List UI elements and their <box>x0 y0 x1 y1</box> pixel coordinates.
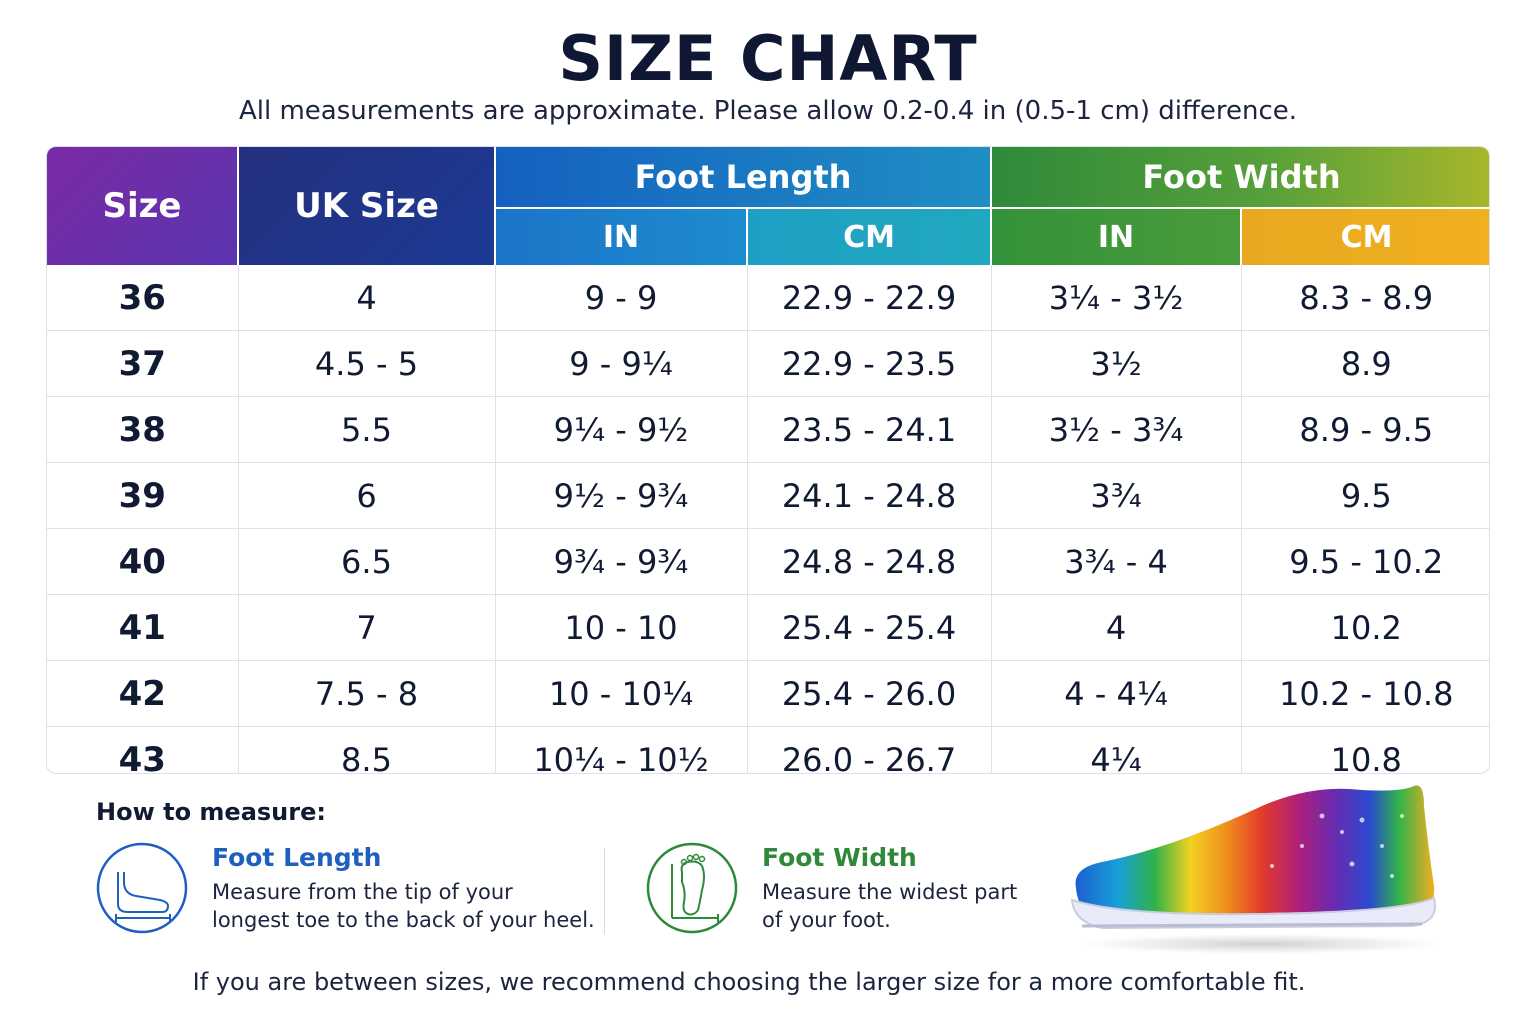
cell-foot-length-cm: 24.8 - 24.8 <box>747 528 992 595</box>
header-uk-size: UK Size <box>237 147 495 265</box>
cell-size: 37 <box>47 330 239 397</box>
header-size: Size <box>47 147 238 265</box>
cell-foot-length-cm: 26.0 - 26.7 <box>747 726 992 773</box>
cell-foot-width-in: 4 - 4¼ <box>991 660 1242 727</box>
cell-foot-length-cm: 23.5 - 24.1 <box>747 396 992 463</box>
cell-foot-width-cm: 9.5 <box>1241 462 1489 529</box>
foot-width-title: Foot Width <box>762 842 917 872</box>
how-to-measure-heading: How to measure: <box>96 798 326 826</box>
cell-size: 41 <box>47 594 239 661</box>
foot-length-text-line1: Measure from the tip of your <box>212 879 513 904</box>
cell-uk-size: 4 <box>238 265 496 331</box>
cell-size: 40 <box>47 528 239 595</box>
cell-foot-width-cm: 8.3 - 8.9 <box>1241 265 1489 331</box>
cell-foot-width-in: 3½ - 3¾ <box>991 396 1242 463</box>
cell-size: 43 <box>47 726 239 773</box>
cell-foot-length-cm: 22.9 - 22.9 <box>747 265 992 331</box>
cell-uk-size: 8.5 <box>238 726 496 773</box>
cell-uk-size: 5.5 <box>238 396 496 463</box>
cell-foot-width-cm: 10.8 <box>1330 740 1402 774</box>
page-title: SIZE CHART <box>558 22 978 95</box>
table-row: 36 4 9 - 9 22.9 - 22.9 3¼ - 3½ 8.3 - 8.9 <box>47 265 1489 331</box>
cell-foot-length-in: 9 - 9¼ <box>495 330 748 397</box>
cell-foot-width-in: 4¼ <box>991 726 1242 773</box>
page-subtitle: All measurements are approximate. Please… <box>238 96 1298 126</box>
cell-foot-length-cm: 22.9 - 23.5 <box>747 330 992 397</box>
table-row: 43 8.5 10¼ - 10½ 26.0 - 26.7 4¼ 10.8 <box>47 726 1489 774</box>
cell-uk-size: 6 <box>238 462 496 529</box>
cell-foot-length-in: 10 - 10 <box>495 594 748 661</box>
cell-foot-width-cm: 9.5 - 10.2 <box>1241 528 1489 595</box>
header-foot-width: Foot Width <box>990 147 1489 209</box>
cell-uk-size: 7 <box>238 594 496 661</box>
rainbow-sneaker-image <box>1062 776 1452 960</box>
header-foot-width-cm: CM <box>1240 208 1489 265</box>
foot-length-icon <box>96 842 188 934</box>
cell-foot-width-in: 3½ <box>991 330 1242 397</box>
foot-width-instruction: Foot Width Measure the widest part of yo… <box>646 842 1017 934</box>
cell-foot-length-in: 9½ - 9¾ <box>495 462 748 529</box>
foot-width-text-line2: of your foot. <box>762 907 891 932</box>
cell-foot-width-cm: 8.9 <box>1241 330 1489 397</box>
cell-size: 42 <box>47 660 239 727</box>
cell-size: 39 <box>47 462 239 529</box>
cell-foot-width-cm: 10.2 - 10.8 <box>1241 660 1489 727</box>
table-row: 39 6 9½ - 9¾ 24.1 - 24.8 3¾ 9.5 <box>47 462 1489 529</box>
table-row: 42 7.5 - 8 10 - 10¼ 25.4 - 26.0 4 - 4¼ 10.2 -… <box>47 660 1489 727</box>
cell-uk-size: 7.5 - 8 <box>238 660 496 727</box>
cell-foot-length-in: 10¼ - 10½ <box>495 726 748 773</box>
foot-length-text-line2: longest toe to the back of your heel. <box>212 907 595 932</box>
cell-foot-width-in: 4 <box>991 594 1242 661</box>
header-foot-length: Foot Length <box>493 147 992 209</box>
foot-length-title: Foot Length <box>212 842 382 872</box>
foot-length-instruction: Foot Length Measure from the tip of your… <box>96 842 595 934</box>
cell-size: 36 <box>47 265 239 331</box>
cell-size: 38 <box>47 396 239 463</box>
size-chart-table: Size UK Size Foot Length Foot Width IN C… <box>46 146 1490 774</box>
cell-foot-length-in: 9¾ - 9¾ <box>495 528 748 595</box>
foot-width-icon <box>646 842 738 934</box>
cell-foot-length-in: 9 - 9 <box>495 265 748 331</box>
cell-uk-size: 6.5 <box>238 528 496 595</box>
cell-foot-width-cm: 8.9 - 9.5 <box>1241 396 1489 463</box>
cell-foot-length-cm: 24.1 - 24.8 <box>747 462 992 529</box>
cell-foot-width-in: 3¾ <box>991 462 1242 529</box>
cell-foot-width-in: 3¾ - 4 <box>991 528 1242 595</box>
table-row: 40 6.5 9¾ - 9¾ 24.8 - 24.8 3¾ - 4 9.5 - 10.2 <box>47 528 1489 595</box>
foot-width-text-line1: Measure the widest part <box>762 879 1018 904</box>
cell-uk-size: 4.5 - 5 <box>238 330 496 397</box>
header-foot-width-in: IN <box>990 208 1242 265</box>
divider <box>604 848 605 934</box>
cell-foot-width-in: 3¼ - 3½ <box>991 265 1242 331</box>
cell-foot-length-cm: 25.4 - 26.0 <box>747 660 992 727</box>
cell-foot-width-cm: 10.2 <box>1241 594 1489 661</box>
header-foot-length-in: IN <box>494 208 747 265</box>
header-foot-length-cm: CM <box>745 208 992 265</box>
cell-foot-length-in: 9¼ - 9½ <box>495 396 748 463</box>
table-row: 41 7 10 - 10 25.4 - 25.4 4 10.2 <box>47 594 1489 661</box>
cell-foot-length-cm: 25.4 - 25.4 <box>747 594 992 661</box>
cell-foot-length-in: 10 - 10¼ <box>495 660 748 727</box>
table-row: 38 5.5 9¼ - 9½ 23.5 - 24.1 3½ - 3¾ 8.9 - 9.5 <box>47 396 1489 463</box>
footer-note: If you are between sizes, we recommend c… <box>192 968 1306 996</box>
